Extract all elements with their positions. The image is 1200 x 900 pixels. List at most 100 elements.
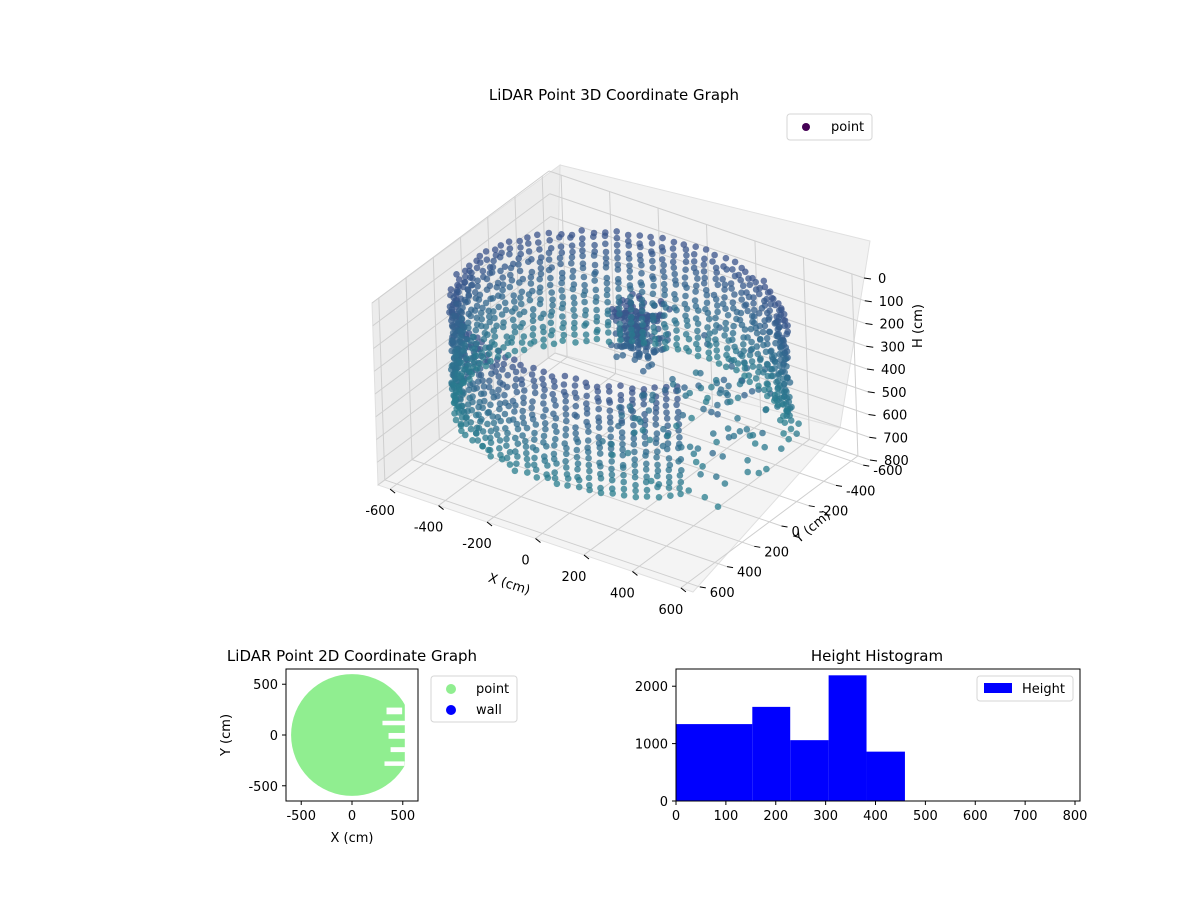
point-3d (486, 313, 493, 320)
point-3d (774, 401, 782, 409)
point-3d (712, 314, 719, 322)
point-3d (546, 237, 553, 244)
point-3d (542, 425, 549, 433)
y-tick-3d (835, 484, 843, 487)
point-3d (531, 389, 539, 397)
point-3d (585, 461, 593, 469)
point-3d (709, 449, 716, 457)
point-3d (569, 273, 576, 281)
point-3d (651, 384, 658, 391)
point-3d (665, 484, 673, 492)
point-3d (464, 298, 471, 306)
point-3d (603, 279, 611, 287)
point-3d (520, 394, 527, 402)
point-3d (479, 354, 487, 361)
point-3d (642, 466, 650, 473)
point-3d (571, 319, 578, 327)
point-3d (516, 279, 523, 286)
point-3d (700, 268, 708, 275)
point-3d (654, 472, 661, 480)
point-3d (648, 361, 656, 368)
point-3d (694, 352, 702, 360)
point-3d (562, 425, 570, 433)
point-3d (674, 387, 682, 394)
z-tick-3d (865, 323, 873, 325)
point-3d (517, 294, 524, 302)
point-3d (524, 461, 531, 469)
point-3d (690, 258, 698, 265)
point-3d (762, 348, 770, 356)
histogram-bars (676, 675, 905, 801)
point-3d (531, 454, 538, 462)
point-3d (662, 344, 670, 352)
point-3d (529, 398, 536, 405)
point-3d (706, 355, 713, 362)
point-3d (761, 297, 768, 305)
point-3d (536, 258, 544, 266)
point-3d (571, 382, 579, 389)
point-3d (530, 377, 538, 385)
point-3d (651, 328, 658, 336)
point-3d (547, 312, 555, 319)
point-3d (593, 318, 600, 325)
point-3d (673, 422, 680, 430)
point-3d (568, 242, 576, 249)
point-3d (627, 285, 634, 293)
point-3d (473, 352, 480, 360)
x-tick-label-histogram: 300 (813, 809, 838, 824)
point-3d (615, 422, 622, 430)
point-3d (759, 328, 767, 336)
point-3d (682, 246, 690, 253)
point-3d (776, 350, 783, 358)
point-3d (748, 345, 756, 353)
histogram-bar (790, 740, 829, 801)
point-3d (683, 317, 691, 324)
point-3d (625, 242, 633, 249)
point-3d (631, 429, 638, 436)
point-3d (595, 424, 603, 431)
point-3d (692, 458, 700, 466)
point-3d (767, 300, 774, 308)
point-3d (502, 306, 510, 314)
point-3d (692, 269, 700, 276)
point-3d (659, 234, 666, 242)
point-3d (462, 342, 469, 350)
point-3d (638, 288, 646, 296)
z-tick-3d (863, 277, 872, 280)
point-3d (694, 275, 701, 282)
point-3d (506, 448, 514, 456)
point-3d (473, 340, 480, 348)
point-3d (537, 265, 545, 272)
point-3d (702, 246, 710, 253)
z-axis-label-3d: H (cm) (911, 304, 926, 348)
point-3d (602, 240, 609, 248)
point-disk-2d (291, 674, 413, 796)
point-3d (604, 298, 611, 306)
point-3d (693, 282, 700, 290)
point-3d (624, 231, 632, 239)
point-3d (780, 401, 787, 408)
point-3d (491, 246, 499, 253)
histogram-bar (752, 706, 791, 801)
point-3d (579, 264, 587, 272)
point-3d (604, 322, 612, 329)
point-3d (478, 315, 486, 323)
grid-line-floor-y (548, 357, 864, 466)
point-3d (724, 425, 732, 432)
point-3d (676, 434, 683, 441)
point-3d (644, 353, 652, 360)
point-3d (776, 362, 783, 370)
point-3d (725, 337, 732, 344)
point-3d (504, 429, 511, 437)
point-3d (503, 383, 511, 391)
point-3d (659, 442, 667, 450)
point-3d (552, 415, 560, 422)
point-3d (635, 351, 643, 359)
point-3d (569, 248, 576, 256)
point-3d (489, 363, 496, 370)
point-3d (529, 317, 537, 325)
point-3d (627, 299, 634, 307)
point-3d (509, 363, 516, 371)
point-3d (606, 414, 614, 421)
point-3d (712, 275, 719, 283)
